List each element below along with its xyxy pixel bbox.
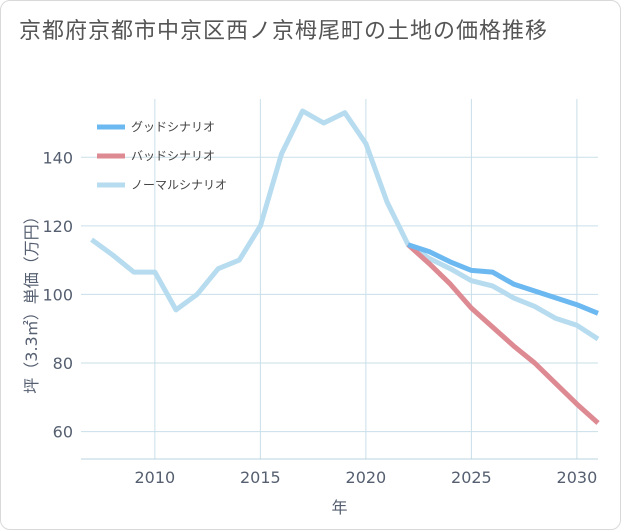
series-line-1 xyxy=(406,242,600,425)
y-tick-label: 100 xyxy=(42,285,73,304)
y-axis-title: 坪（3.3㎡）単価（万円） xyxy=(22,208,41,393)
legend-label-0: グッドシナリオ xyxy=(131,120,215,134)
series-line-0 xyxy=(407,242,599,316)
x-tick-label: 2015 xyxy=(240,468,281,487)
legend-label-1: バッドシナリオ xyxy=(131,149,215,163)
legend-label-2: ノーマルシナリオ xyxy=(131,178,227,192)
x-tick-label: 2025 xyxy=(451,468,492,487)
x-axis-title: 年 xyxy=(331,498,347,517)
y-tick-label: 140 xyxy=(42,148,73,167)
x-tick-label: 2010 xyxy=(134,468,175,487)
y-tick-label: 80 xyxy=(53,354,73,373)
x-tick-label: 2020 xyxy=(346,468,387,487)
x-tick-label: 2030 xyxy=(557,468,598,487)
plot-area xyxy=(81,99,598,459)
y-tick-label: 60 xyxy=(53,423,73,442)
y-tick-label: 120 xyxy=(42,217,73,236)
series-line-2 xyxy=(90,108,600,342)
page-title: 京都府京都市中京区西ノ京栂尾町の土地の価格推移 xyxy=(19,19,549,44)
